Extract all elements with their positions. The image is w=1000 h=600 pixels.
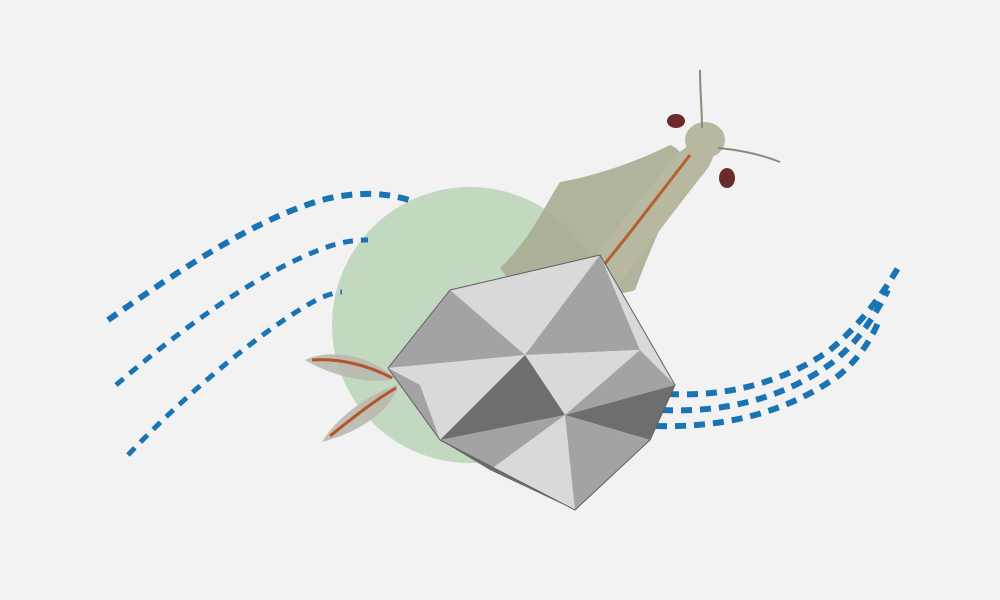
poly-facet-left [388, 290, 525, 368]
poly-facet-bottom-center [490, 415, 575, 510]
left-wave-bottom [126, 289, 343, 457]
left-eye [667, 114, 685, 128]
right-wave-bottom [655, 316, 883, 430]
right-wave-top [667, 266, 901, 398]
antenna-right [717, 147, 781, 163]
poly-outline [387, 254, 676, 511]
poly-facet-top [525, 255, 640, 355]
tail-feather-upper-stem [311, 358, 393, 380]
left-wave-middle [114, 237, 369, 387]
poly-facet-center [525, 350, 640, 415]
poly-facet-top-left [450, 255, 600, 355]
poly-facet-center-left [388, 355, 525, 440]
antenna-top [699, 69, 703, 129]
left-wave-top [106, 190, 416, 323]
poly-facet-bottom-right [565, 415, 650, 510]
poly-facet-right-lower [565, 385, 675, 440]
right-dashed-waves [655, 266, 901, 430]
tail-feather-lower-stem [329, 386, 397, 438]
gray-polyhedron [387, 254, 676, 511]
poly-facet-center-lower [440, 355, 565, 440]
creature [500, 69, 781, 294]
right-wave-middle [661, 288, 891, 414]
left-dashed-waves [106, 190, 416, 457]
right-eye [719, 168, 735, 188]
creature-gut-stripe [596, 154, 692, 273]
poly-facet-right [565, 350, 675, 415]
creature-head [685, 122, 725, 158]
tail-feathers [305, 354, 398, 442]
